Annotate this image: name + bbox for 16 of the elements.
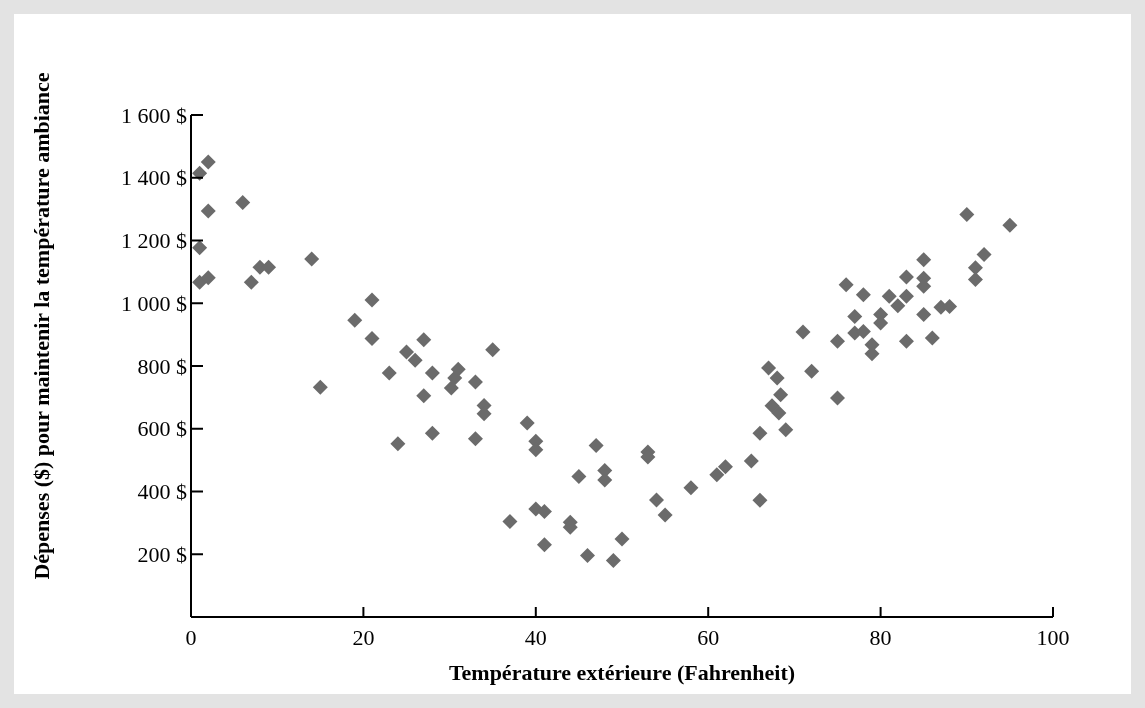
y-axis-title: Dépenses ($) pour maintenir la température ambiance: [29, 72, 54, 580]
y-tick-label: 1 000 $: [121, 290, 187, 316]
x-tick-label: 0: [185, 625, 197, 650]
y-tick-label: 400 $: [137, 479, 187, 505]
y-tick-label: 1 400 $: [121, 165, 187, 191]
x-tick-label: 20: [352, 625, 375, 650]
y-tick-label: 200 $: [137, 541, 187, 567]
x-axis-title: Température extérieure (Fahrenheit): [448, 660, 796, 685]
y-tick-label: 800 $: [137, 353, 187, 379]
y-tick-label: 600 $: [137, 416, 187, 442]
x-tick-label: 100: [1036, 625, 1070, 650]
y-tick-label: 1 200 $: [121, 228, 187, 254]
y-tick-label: 1 600 $: [121, 102, 187, 128]
x-tick-label: 80: [869, 625, 892, 650]
x-tick-label: 60: [697, 625, 720, 650]
x-tick-label: 40: [524, 625, 547, 650]
